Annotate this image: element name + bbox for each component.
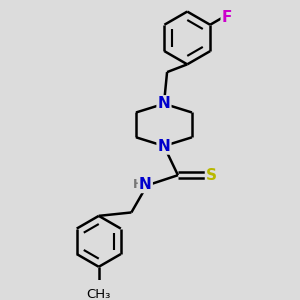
Text: N: N (139, 177, 152, 192)
Text: N: N (158, 96, 170, 111)
Text: H: H (132, 178, 143, 191)
Text: N: N (158, 139, 170, 154)
Text: S: S (206, 168, 217, 183)
Text: CH₃: CH₃ (87, 288, 111, 300)
Text: F: F (222, 10, 232, 25)
